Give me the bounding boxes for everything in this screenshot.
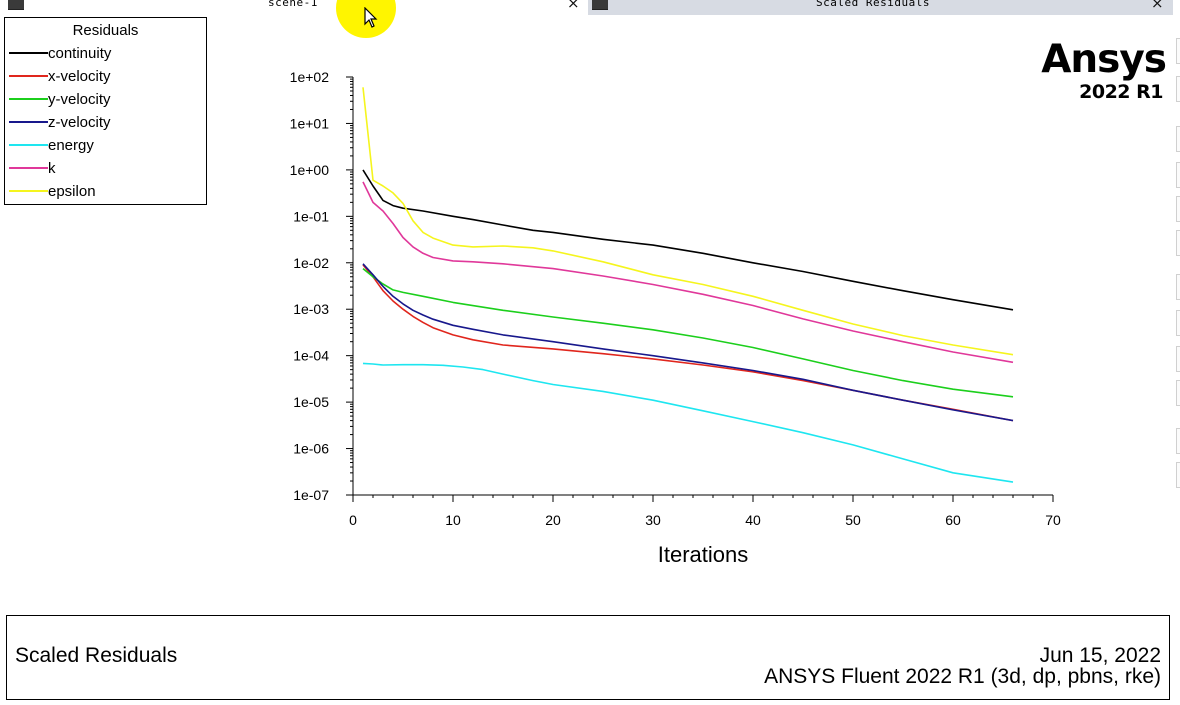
legend-swatch xyxy=(9,167,48,169)
legend-item-y-velocity: y-velocity xyxy=(5,88,205,111)
residuals-tab-title: Scaled Residuals xyxy=(816,0,930,9)
legend-label: epsilon xyxy=(48,183,96,200)
residuals-tab[interactable]: Scaled Residuals × xyxy=(588,0,1173,15)
plot-axes: 1e+02 1e+01 1e+00 1e-01 1e-02 1e-03 1e-04 1e-05… xyxy=(290,69,1061,528)
footer-date: Jun 15, 2022 xyxy=(1039,644,1161,667)
y-tick-label: 1e+01 xyxy=(290,115,330,131)
plot-footer: Scaled Residuals Jun 15, 2022 ANSYS Flue… xyxy=(6,615,1170,700)
series-line-continuity xyxy=(362,169,1014,311)
legend-label: k xyxy=(48,160,56,177)
legend-label: energy xyxy=(48,137,94,154)
y-tick-label: 1e-03 xyxy=(293,301,329,317)
scene-close-icon[interactable]: × xyxy=(567,0,580,12)
x-axis-title: Iterations xyxy=(658,542,749,567)
y-tick-label: 1e+00 xyxy=(290,162,330,178)
legend-item-z-velocity: z-velocity xyxy=(5,111,205,134)
residuals-plot[interactable]: 1e+02 1e+01 1e+00 1e-01 1e-02 1e-03 1e-04 1e-05… xyxy=(0,0,1180,600)
residuals-close-icon[interactable]: × xyxy=(1151,0,1164,12)
x-tick-label: 10 xyxy=(445,512,461,528)
side-button[interactable] xyxy=(1176,380,1180,406)
footer-version: ANSYS Fluent 2022 R1 (3d, dp, pbns, rke) xyxy=(764,665,1161,688)
side-button[interactable] xyxy=(1176,428,1180,454)
legend-label: continuity xyxy=(48,45,112,62)
legend-swatch xyxy=(9,52,48,54)
side-button[interactable] xyxy=(1176,274,1180,300)
scene-tab-title: scene-1 xyxy=(268,0,318,9)
legend-label: x-velocity xyxy=(48,68,111,85)
x-tick-label: 50 xyxy=(845,512,861,528)
x-tick-label: 70 xyxy=(1045,512,1061,528)
legend-item-epsilon: epsilon xyxy=(5,180,205,203)
legend-title: Residuals xyxy=(72,22,139,39)
y-tick-label: 1e-01 xyxy=(293,208,329,224)
legend-label: z-velocity xyxy=(48,114,111,131)
side-button[interactable] xyxy=(1176,462,1180,488)
side-button[interactable] xyxy=(1176,126,1180,152)
y-tick-label: 1e+02 xyxy=(290,69,330,85)
legend-swatch xyxy=(9,190,48,192)
side-button[interactable] xyxy=(1176,196,1180,222)
x-tick-label: 30 xyxy=(645,512,661,528)
legend-item-energy: energy xyxy=(5,134,205,157)
side-button[interactable] xyxy=(1176,76,1180,102)
series-line-energy xyxy=(362,362,1014,483)
x-tick-label: 20 xyxy=(545,512,561,528)
residuals-icon xyxy=(592,0,608,10)
scene-tab[interactable]: scene-1 × xyxy=(0,0,588,14)
residuals-legend: Residuals continuity x-velocity y-veloci… xyxy=(4,17,207,205)
x-tick-label: 0 xyxy=(349,512,357,528)
legend-swatch xyxy=(9,75,48,77)
legend-item-k: k xyxy=(5,157,205,180)
y-tick-label: 1e-05 xyxy=(293,394,329,410)
scene-icon xyxy=(8,0,24,10)
y-tick-label: 1e-06 xyxy=(293,441,329,457)
plot-series xyxy=(362,87,1014,483)
y-tick-label: 1e-02 xyxy=(293,255,329,271)
x-tick-label: 60 xyxy=(945,512,961,528)
side-button[interactable] xyxy=(1176,310,1180,336)
x-tick-label: 40 xyxy=(745,512,761,528)
side-button[interactable] xyxy=(1176,162,1180,188)
footer-title: Scaled Residuals xyxy=(15,644,178,667)
series-line-epsilon xyxy=(362,87,1014,356)
series-line-x-velocity xyxy=(362,264,1014,422)
legend-swatch xyxy=(9,121,48,123)
legend-label: y-velocity xyxy=(48,91,111,108)
side-button[interactable] xyxy=(1176,38,1180,64)
legend-swatch xyxy=(9,144,48,146)
series-line-k xyxy=(362,181,1014,364)
logo-word: Ansys xyxy=(1041,37,1167,82)
series-line-z-velocity xyxy=(362,263,1014,422)
ansys-logo: Ansys 2022 R1 xyxy=(1030,37,1167,103)
side-button[interactable] xyxy=(1176,230,1180,256)
legend-swatch xyxy=(9,98,48,100)
y-tick-label: 1e-07 xyxy=(293,487,329,503)
legend-item-x-velocity: x-velocity xyxy=(5,65,205,88)
mouse-cursor-icon xyxy=(364,7,378,28)
logo-version: 2022 R1 xyxy=(1079,81,1163,103)
side-toolbar xyxy=(1176,0,1180,705)
y-tick-label: 1e-04 xyxy=(293,348,329,364)
side-button[interactable] xyxy=(1176,346,1180,372)
legend-item-continuity: continuity xyxy=(5,42,205,65)
series-line-y-velocity xyxy=(362,267,1014,398)
